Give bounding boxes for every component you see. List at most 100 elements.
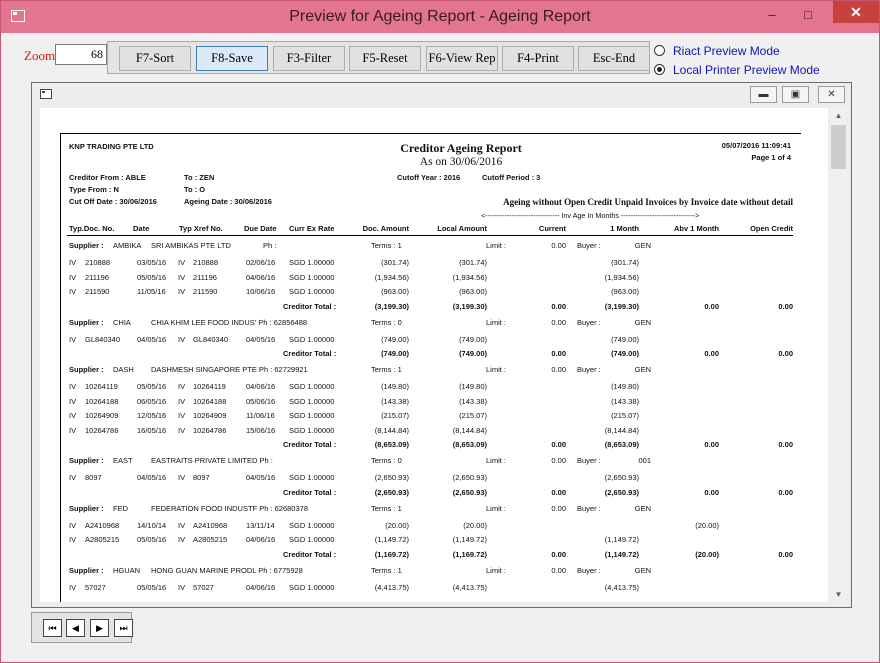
report-text: Terms : 1 [371, 503, 402, 513]
creditor-total-amount: 0.00 [551, 301, 566, 311]
amount-cell: (4,413.75) [604, 582, 639, 592]
minimize-icon[interactable]: – [768, 7, 776, 22]
scroll-down-icon[interactable]: ▼ [834, 590, 843, 599]
report-text: Limit : [486, 456, 507, 465]
amount-cell: (301.74) [459, 258, 487, 267]
report-text: GEN [634, 317, 651, 327]
supplier-code: CHIA [113, 317, 131, 327]
amount-cell: (963.00) [459, 287, 487, 296]
amount-cell: (749.00) [611, 334, 639, 344]
creditor-total-amount: (1,169.72) [374, 549, 409, 559]
creditor-total-amount: (749.00) [381, 349, 409, 358]
supplier-code: DASH [113, 365, 134, 374]
scroll-up-icon[interactable]: ▲ [834, 111, 843, 120]
creditor-total-amount: 0.00 [704, 487, 719, 497]
report-text: 211196 [193, 272, 217, 282]
print-button[interactable]: F4-Print [502, 46, 574, 71]
report-text: A2410968 [193, 520, 228, 530]
report-text: GL840340 [193, 334, 229, 344]
prev-page-icon[interactable]: ◀ [66, 619, 85, 637]
end-button[interactable]: Esc-End [578, 46, 650, 71]
scroll-thumb[interactable] [831, 125, 846, 169]
report-text: 04/06/16 [246, 582, 276, 592]
creditor-total-label: Creditor Total : [283, 487, 337, 497]
radio-off[interactable] [654, 45, 665, 56]
preview-minimize-icon[interactable]: ▬ [750, 86, 777, 103]
amount-cell: (149.80) [611, 382, 639, 391]
report-text: 02/06/16 [246, 258, 276, 267]
report-text: SGD 1.00000 [289, 535, 335, 544]
creditor-total-amount: (749.00) [459, 349, 487, 358]
report-text: 16/05/16 [137, 425, 167, 435]
report-text: Date [133, 224, 150, 233]
close-button[interactable]: ✕ [833, 1, 879, 23]
report-text: IV [69, 520, 77, 530]
amount-cell: (215.07) [611, 411, 639, 420]
report-text: 57027 [193, 582, 214, 592]
vertical-scrollbar[interactable]: ▲ ▼ [830, 108, 847, 602]
report-text: 11/05/16 [137, 287, 166, 296]
save-button[interactable]: F8-Save [196, 46, 268, 71]
next-page-icon[interactable]: ▶ [90, 619, 109, 637]
report-text: IV [69, 396, 77, 406]
report-text: 12/05/16 [137, 411, 167, 420]
report-text: 1 Month [610, 224, 639, 233]
amount-cell: (149.80) [381, 382, 409, 391]
report-text: SGD 1.00000 [289, 258, 335, 267]
report-text: Local Amount [437, 224, 487, 233]
report-text: Buyer : [577, 565, 601, 575]
amount-cell: (963.00) [611, 287, 639, 296]
sort-button[interactable]: F7-Sort [119, 46, 191, 71]
report-text: IV [69, 272, 77, 282]
supplier-label: Supplier : [69, 241, 104, 250]
first-page-icon[interactable]: ⏮ [43, 619, 62, 637]
report-text: 210888 [193, 258, 219, 267]
zoom-label: Zoom [24, 48, 56, 63]
last-page-icon[interactable]: ⏭ [114, 619, 133, 637]
supplier-label: Supplier : [69, 565, 104, 575]
supplier-label: Supplier : [69, 503, 104, 513]
doc-no: 211590 [85, 287, 110, 296]
view-rep-button[interactable]: F6-View Rep [426, 46, 498, 71]
local-printer-mode-label: Local Printer Preview Mode [673, 63, 820, 77]
creditor-total-amount: (20.00) [695, 549, 719, 559]
report-text: IV [69, 258, 77, 267]
creditor-total-amount: 0.00 [704, 440, 719, 449]
report-text: To : ZEN [184, 173, 215, 182]
radio-on[interactable] [654, 64, 665, 75]
preview-restore-icon[interactable]: ▣ [782, 86, 809, 103]
preview-window: ▬ ▣ ✕ KNP TRADING PTE LTD Creditor Ageing… [31, 82, 852, 608]
report-text: Terms : 1 [371, 565, 402, 575]
report-text: SGD 1.00000 [289, 272, 335, 282]
report-text: 0.00 [551, 503, 566, 513]
amount-cell: (143.38) [611, 396, 639, 406]
report-text: Limit : [486, 365, 507, 374]
amount-cell: (1,934.56) [604, 272, 639, 282]
creditor-total-amount: (1,169.72) [452, 549, 487, 559]
report-text: 04/06/16 [246, 272, 276, 282]
report-text: 10264119 [193, 382, 226, 391]
supplier-name: FEDERATION FOOD INDUSTF Ph : 62680378 [151, 503, 308, 513]
preview-window-icon [40, 89, 52, 99]
amount-cell: (749.00) [459, 334, 487, 344]
report-text: 05/05/16 [137, 582, 167, 592]
zoom-input[interactable]: 68 [55, 44, 107, 65]
amount-cell: (301.74) [381, 258, 409, 267]
report-text: 14/10/14 [137, 520, 167, 530]
supplier-label: Supplier : [69, 456, 104, 465]
report-text: SGD 1.00000 [289, 334, 335, 344]
filter-button[interactable]: F3-Filter [273, 46, 345, 71]
creditor-total-amount: (3,199.30) [604, 301, 639, 311]
creditor-total-amount: 0.00 [704, 301, 719, 311]
amount-cell: (20.00) [463, 520, 487, 530]
creditor-total-amount: 0.00 [551, 349, 566, 358]
report-text: 0.00 [551, 317, 566, 327]
report-text: SGD 1.00000 [289, 520, 335, 530]
report-text: 04/05/16 [137, 334, 167, 344]
preview-close-icon[interactable]: ✕ [818, 86, 845, 103]
amount-cell: (215.07) [459, 411, 487, 420]
maximize-icon[interactable]: □ [804, 7, 812, 22]
reset-button[interactable]: F5-Reset [349, 46, 421, 71]
app-icon[interactable] [11, 10, 25, 22]
amount-cell: (4,413.75) [374, 582, 409, 592]
